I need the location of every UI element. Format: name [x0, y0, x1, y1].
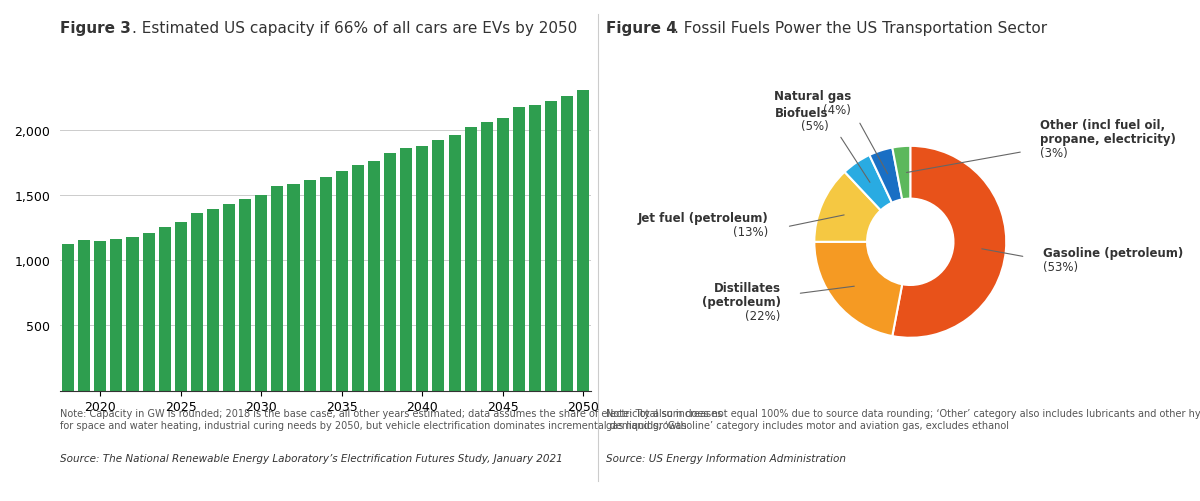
- Bar: [304, 181, 316, 391]
- Bar: [319, 177, 331, 391]
- Text: Source: US Energy Information Administration: Source: US Energy Information Administra…: [606, 453, 846, 463]
- Text: . Estimated US capacity if 66% of all cars are EVs by 2050: . Estimated US capacity if 66% of all ca…: [132, 21, 577, 36]
- Bar: [577, 91, 589, 391]
- Bar: [143, 233, 155, 391]
- Bar: [352, 165, 364, 391]
- Bar: [562, 96, 574, 391]
- Bar: [416, 146, 428, 391]
- Bar: [384, 154, 396, 391]
- Text: (4%): (4%): [823, 104, 851, 117]
- Bar: [545, 102, 557, 391]
- Bar: [336, 172, 348, 391]
- Wedge shape: [815, 172, 881, 242]
- Text: (petroleum): (petroleum): [702, 295, 781, 308]
- Bar: [449, 135, 461, 391]
- Text: Gasoline (petroleum): Gasoline (petroleum): [1043, 246, 1183, 259]
- Text: Other (incl fuel oil,: Other (incl fuel oil,: [1040, 119, 1165, 131]
- Text: Figure 3: Figure 3: [60, 21, 131, 36]
- Bar: [206, 210, 220, 391]
- Bar: [464, 128, 476, 391]
- Bar: [512, 108, 524, 391]
- Bar: [432, 141, 444, 391]
- Text: . Fossil Fuels Power the US Transportation Sector: . Fossil Fuels Power the US Transportati…: [674, 21, 1048, 36]
- Text: propane, electricity): propane, electricity): [1040, 132, 1176, 145]
- Bar: [223, 204, 235, 391]
- Text: (13%): (13%): [733, 225, 768, 238]
- Bar: [110, 239, 122, 391]
- Bar: [256, 196, 268, 391]
- Text: Natural gas: Natural gas: [774, 90, 851, 103]
- Bar: [175, 222, 187, 391]
- Wedge shape: [893, 147, 1007, 338]
- Text: Source: The National Renewable Energy Laboratory’s Electrification Futures Study: Source: The National Renewable Energy La…: [60, 453, 563, 463]
- Text: Distillates: Distillates: [714, 282, 781, 294]
- Wedge shape: [893, 147, 911, 200]
- Text: Note: Capacity in GW is rounded; 2018 is the base case, all other years estimate: Note: Capacity in GW is rounded; 2018 is…: [60, 408, 722, 430]
- Text: Jet fuel (petroleum): Jet fuel (petroleum): [637, 211, 768, 224]
- Bar: [400, 148, 413, 391]
- Bar: [481, 122, 493, 391]
- Bar: [95, 241, 107, 391]
- Wedge shape: [845, 156, 892, 211]
- Bar: [78, 241, 90, 391]
- Bar: [191, 213, 203, 391]
- Text: Note: Total sum does not equal 100% due to source data rounding; ‘Other’ categor: Note: Total sum does not equal 100% due …: [606, 408, 1200, 430]
- Wedge shape: [815, 242, 902, 336]
- Bar: [288, 185, 300, 391]
- Bar: [62, 245, 74, 391]
- Bar: [368, 161, 380, 391]
- Text: (3%): (3%): [1040, 146, 1068, 159]
- Bar: [529, 106, 541, 391]
- Bar: [126, 238, 138, 391]
- Wedge shape: [870, 148, 902, 203]
- Text: Figure 4: Figure 4: [606, 21, 677, 36]
- Bar: [271, 186, 283, 391]
- Text: (5%): (5%): [800, 120, 829, 133]
- Bar: [497, 119, 509, 391]
- Bar: [158, 228, 170, 391]
- Bar: [239, 199, 251, 391]
- Text: (53%): (53%): [1043, 260, 1078, 273]
- Text: Biofuels: Biofuels: [775, 106, 829, 119]
- Text: (22%): (22%): [745, 309, 781, 322]
